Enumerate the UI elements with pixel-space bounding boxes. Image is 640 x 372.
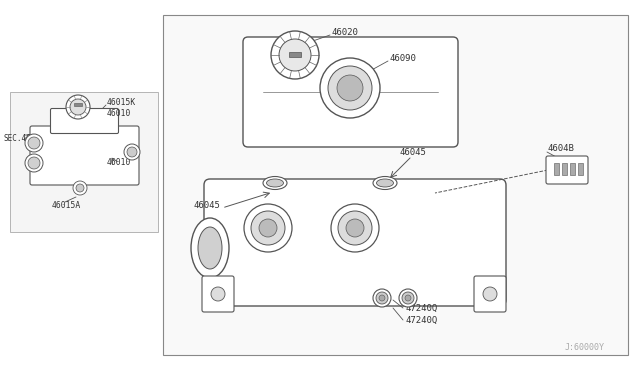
Bar [578,163,583,175]
Text: 4604B: 4604B [547,144,574,153]
Text: 46010: 46010 [107,157,131,167]
Circle shape [70,99,86,115]
Bar [74,103,82,106]
Circle shape [28,137,40,149]
Circle shape [379,295,385,301]
Circle shape [73,181,87,195]
Ellipse shape [373,176,397,189]
Text: 46015K: 46015K [107,97,136,106]
Circle shape [320,58,380,118]
Text: 47240Q: 47240Q [405,315,437,324]
Circle shape [346,219,364,237]
Circle shape [25,134,43,152]
Circle shape [328,66,372,110]
Ellipse shape [198,227,222,269]
Text: 46010: 46010 [107,109,131,118]
Circle shape [331,204,379,252]
Circle shape [124,144,140,160]
FancyBboxPatch shape [474,276,506,312]
Bar [10,92,158,232]
Ellipse shape [266,179,284,187]
Text: 46015A: 46015A [52,201,81,209]
FancyBboxPatch shape [243,37,458,147]
Circle shape [405,295,411,301]
Text: 47240Q: 47240Q [405,304,437,312]
Circle shape [337,75,363,101]
Circle shape [271,31,319,79]
Circle shape [251,211,285,245]
Bar [570,163,575,175]
Bar [554,163,559,175]
Circle shape [373,289,391,307]
Circle shape [76,184,84,192]
Circle shape [211,287,225,301]
Circle shape [279,39,311,71]
Ellipse shape [263,176,287,189]
Circle shape [399,289,417,307]
Circle shape [338,211,372,245]
Ellipse shape [191,218,229,278]
Circle shape [483,287,497,301]
Bar [163,15,628,355]
Text: 46045: 46045 [400,148,427,157]
Circle shape [28,157,40,169]
Circle shape [244,204,292,252]
Text: 46020: 46020 [332,28,359,36]
Text: J:60000Y: J:60000Y [565,343,605,353]
Bar [289,52,301,57]
Circle shape [402,292,414,304]
Circle shape [25,154,43,172]
Text: 46045: 46045 [193,201,220,209]
Circle shape [127,147,137,157]
FancyBboxPatch shape [30,126,139,185]
FancyBboxPatch shape [202,276,234,312]
Text: 46090: 46090 [390,54,417,62]
Circle shape [259,219,277,237]
FancyBboxPatch shape [51,109,118,134]
Bar [562,163,567,175]
Ellipse shape [376,179,394,187]
Text: SEC.462: SEC.462 [3,134,35,142]
FancyBboxPatch shape [546,156,588,184]
Circle shape [66,95,90,119]
Circle shape [376,292,388,304]
FancyBboxPatch shape [204,179,506,306]
